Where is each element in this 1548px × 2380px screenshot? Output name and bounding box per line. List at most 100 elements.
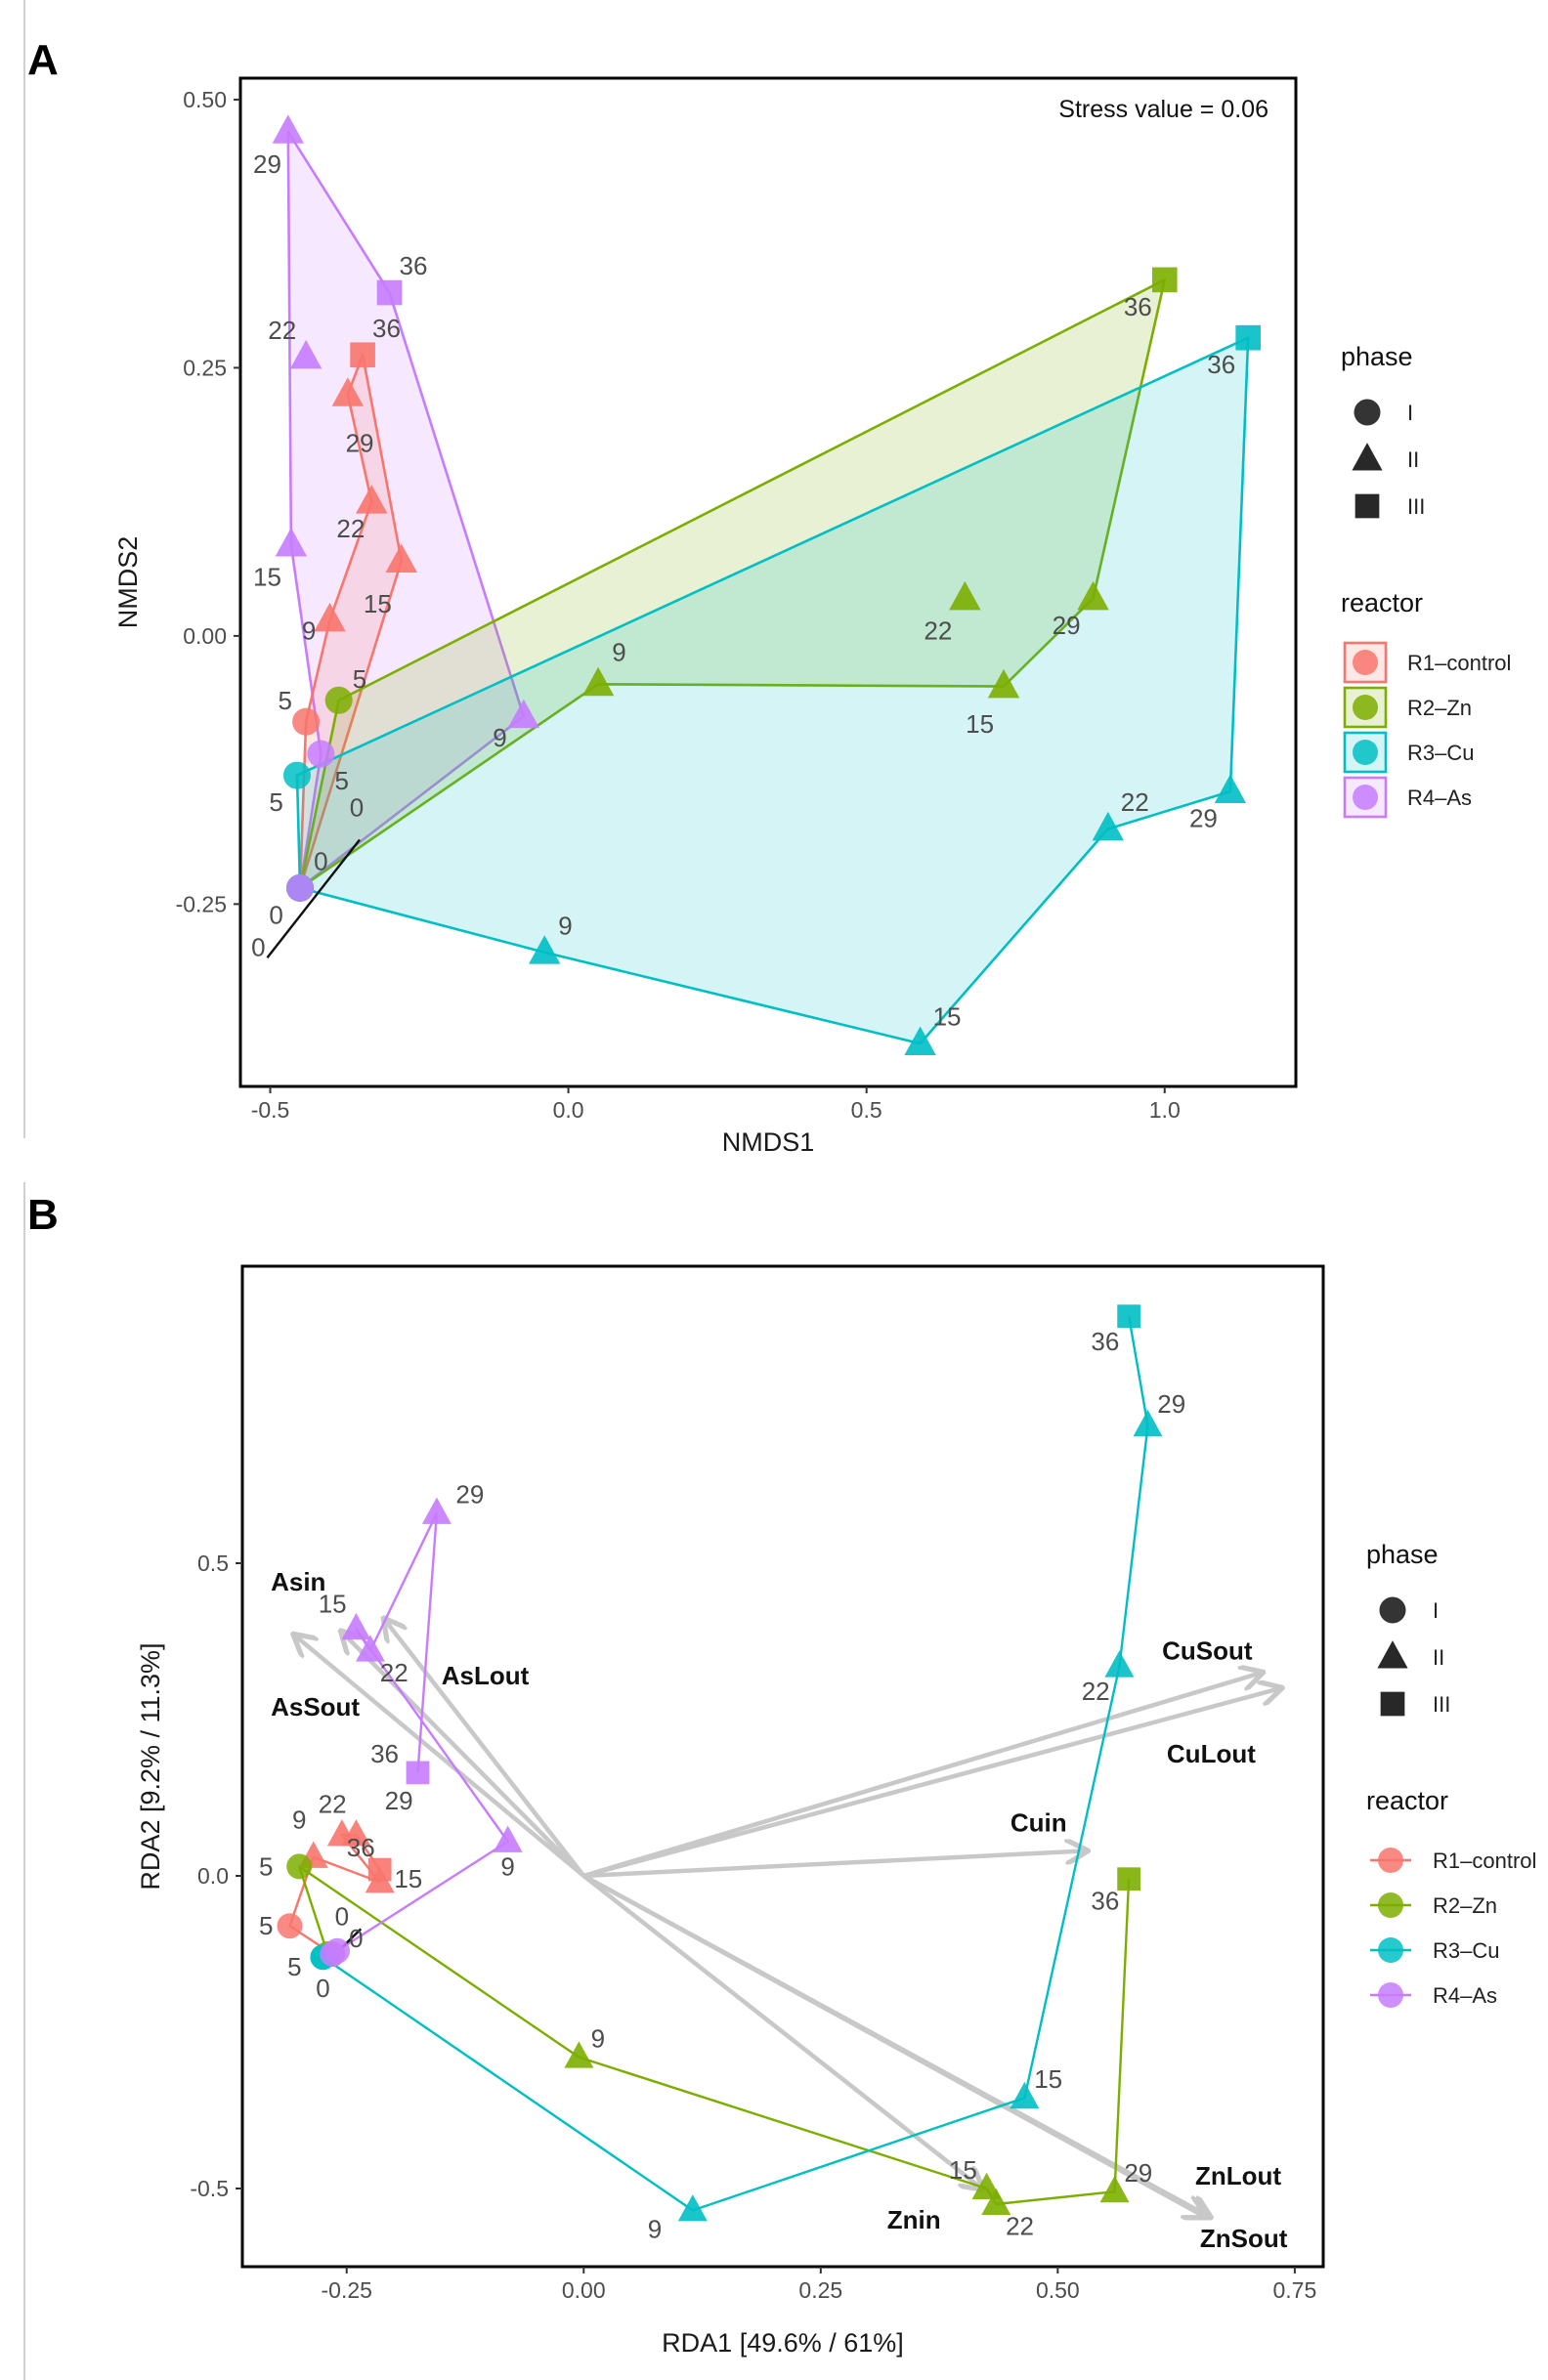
point-label-r4-day-36: 36	[399, 251, 427, 280]
hull-r3	[295, 336, 1250, 1045]
point-r4-day-15	[275, 527, 308, 557]
y-tick-label: 0.50	[183, 87, 227, 112]
point-r2-day-9	[564, 2041, 594, 2068]
point-label-r1-day-9: 9	[302, 616, 316, 645]
point-label-r3-day-36: 36	[1091, 1327, 1119, 1356]
panel-a-letter: A	[27, 36, 59, 84]
legend-phase-square-icon	[1354, 493, 1380, 519]
point-label-r1-day-5: 5	[279, 686, 292, 715]
legend-phase-label: I	[1407, 401, 1413, 425]
point-label-r2-day-5: 5	[259, 1851, 273, 1881]
env-arrow-znin	[581, 1874, 981, 2189]
point-r1-day-15	[385, 543, 417, 573]
point-label-r1-day-15: 15	[364, 589, 392, 618]
point-r4-day-9	[493, 1825, 523, 1852]
point-r1-day-22	[356, 485, 388, 514]
legend-phase-label: II	[1433, 1645, 1444, 1670]
env-label-aslout: AsLout	[442, 1661, 530, 1690]
env-label-culout: CuLout	[1167, 1739, 1256, 1768]
point-r3-day-29	[1133, 1409, 1163, 1437]
point-label-r4-day-29: 29	[455, 1480, 484, 1509]
env-arrow-culout	[582, 1688, 1280, 1879]
env-label-assout: AsSout	[271, 1692, 360, 1721]
point-r1-day-36	[350, 342, 375, 368]
legend-phase-circle-icon	[1354, 399, 1381, 426]
point-label-r1-day-36: 36	[347, 1833, 375, 1862]
legend-reactor-title: reactor	[1341, 588, 1423, 617]
panel-b-letter: B	[27, 1191, 59, 1239]
point-r4-day-0	[285, 873, 315, 902]
nmds-panel: -0.5 0.0 0.5 1.0 -0.25 0.00 0.25 0.50 NMDS1 NMDS2…	[113, 76, 1298, 1157]
point-label-r4-day-0: 0	[350, 793, 364, 823]
point-label-r2-day-22: 22	[1006, 2211, 1034, 2240]
x-tick-label: 0.25	[798, 2277, 842, 2303]
legend-reactor-dot-r3	[1353, 740, 1378, 765]
rda-panel: -0.25 0.00 0.25 0.50 0.75 -0.5 0.0 0.5 RDA1 [49.…	[136, 1264, 1325, 2358]
env-arrow-asin	[294, 1636, 585, 1878]
point-r3-day-15	[904, 1026, 936, 1055]
plot-frame	[238, 76, 1298, 1088]
legend-reactor-label-r1: R1–control	[1433, 1849, 1536, 1873]
env-label-cuin: Cuin	[1010, 1808, 1067, 1838]
point-r2-day-5	[324, 686, 353, 714]
env-arrow-assout	[342, 1632, 585, 1878]
stress-annotation: Stress value = 0.06	[1058, 96, 1268, 123]
x-tick-label: 0.75	[1273, 2277, 1317, 2303]
legend-reactor-dot-r4	[1378, 1982, 1403, 2008]
legend-reactor-label-r3: R3–Cu	[1433, 1938, 1499, 1963]
point-r2-day-29	[1099, 2175, 1130, 2203]
point-r4-day-5	[307, 740, 335, 768]
legend-reactor-dot-r1	[1378, 1848, 1403, 1873]
legend-reactor-dot-r4	[1353, 785, 1378, 810]
point-r3-day-22	[1104, 1650, 1135, 1678]
y-tick-label: 0.25	[183, 355, 227, 380]
point-label-r3-day-29: 29	[1189, 804, 1218, 833]
point-r1-day-9	[314, 602, 346, 632]
x-tick-label: 0.50	[1036, 2277, 1080, 2303]
point-r4-day-22	[289, 339, 322, 369]
point-label-r3-day-29: 29	[1157, 1389, 1185, 1419]
point-r3-day-5	[282, 761, 312, 789]
point-r2-day-9	[581, 666, 615, 697]
point-label-r2-day-22: 22	[924, 616, 952, 645]
env-arrow-aslout	[385, 1620, 586, 1878]
point-label-r2-day-36: 36	[1124, 292, 1152, 321]
point-label-r3-day-9: 9	[558, 911, 572, 940]
y-tick-label: 0.5	[197, 1551, 229, 1576]
point-r1-day-29	[331, 377, 365, 406]
trajectory-r3	[322, 1315, 1149, 2212]
env-label-cusout: CuSout	[1162, 1636, 1253, 1666]
x-tick-label: -0.25	[322, 2277, 372, 2303]
env-label-asin: Asin	[271, 1567, 325, 1596]
point-r2-day-22	[949, 580, 981, 611]
env-arrow-cusout	[582, 1673, 1262, 1879]
legend-reactor-dot-r1	[1353, 650, 1378, 675]
point-r3-day-22	[1092, 811, 1124, 841]
point-r3-day-36	[1235, 324, 1262, 351]
legend-reactor-label-r3: R3–Cu	[1407, 741, 1474, 765]
x-tick-label: 1.0	[1149, 1097, 1181, 1123]
env-label-znlout: ZnLout	[1195, 2161, 1281, 2190]
point-label-r3-day-0: 0	[316, 1974, 329, 2003]
legend-reactor-label-r2: R2–Zn	[1433, 1893, 1497, 1918]
x-tick-label: 0.5	[851, 1097, 882, 1123]
point-r3-day-15	[1010, 2081, 1040, 2109]
point-r1-day-29	[341, 1819, 371, 1847]
legend-phase-title: phase	[1366, 1540, 1439, 1569]
point-label-r3-day-5: 5	[269, 787, 282, 817]
point-label-r2-day-29: 29	[1124, 2158, 1152, 2188]
point-r4-day-15	[341, 1612, 371, 1640]
point-r3-day-9	[528, 935, 561, 964]
point-label-r3-day-36: 36	[1207, 350, 1235, 379]
y-tick-label: -0.5	[190, 2176, 229, 2201]
point-label-r2-day-9: 9	[612, 637, 625, 666]
legend-phase-circle-icon	[1379, 1596, 1406, 1624]
point-label-r3-day-5: 5	[287, 1952, 301, 1981]
env-label-znin: Znin	[887, 2205, 941, 2234]
y-axis-title: RDA2 [9.2% / 11.3%]	[136, 1642, 165, 1890]
point-label-r4-day-9: 9	[500, 1851, 514, 1881]
point-r3-day-29	[1214, 774, 1247, 803]
point-label-r1-day-29: 29	[385, 1786, 413, 1815]
point-label-r2-day-0: 0	[335, 1902, 349, 1932]
